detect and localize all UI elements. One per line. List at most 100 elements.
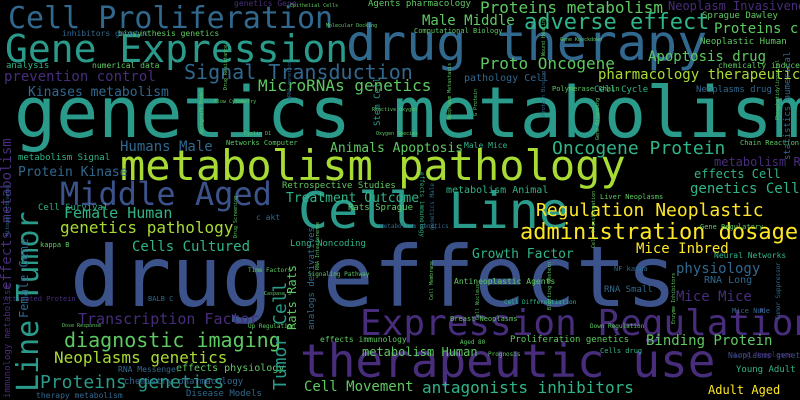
word-signal-transduction: Signal Transduction <box>184 60 413 84</box>
word-oxygen-species: Oxygen Species <box>376 131 419 137</box>
word-adult-aged: Adult Aged <box>708 383 781 397</box>
word-rats-sprague: Rats Sprague <box>348 203 414 213</box>
word-cells-cultured: Cells Cultured <box>132 239 251 255</box>
word-phosphatidylinositol: Phosphatidylinositol <box>775 59 781 120</box>
word-metabolism-human: metabolism Human <box>362 345 478 359</box>
word-c-akt: c akt <box>256 213 281 222</box>
word-prevention-control: prevention control <box>4 69 156 85</box>
word-proto-oncogene: Proto Oncogene <box>480 54 615 73</box>
word-chemistry-pharmacology: chemistry pharmacology <box>124 377 244 387</box>
word-male-mice: Male Mice <box>464 141 508 150</box>
word-rna-long: RNA Long <box>704 275 753 286</box>
word-stem-cell: Stem Cell <box>373 77 383 126</box>
word-rats-rats: Rats Rats <box>285 264 299 330</box>
word-g-protein: G Protein <box>473 88 479 116</box>
word-cell-membrane: Cell Membrane <box>429 260 435 300</box>
word-antagonists-inhibitors: antagonists inhibitors <box>422 378 634 397</box>
word-chain-reaction: Chain Reaction <box>740 139 800 147</box>
word-cell-transformation: Cell Transformation <box>591 190 597 248</box>
word-neoplasms-drug: Neoplasms drug <box>696 85 772 95</box>
word-numerical-data: numerical data <box>92 61 160 70</box>
word-rna-interference: RNA Interference <box>315 221 321 270</box>
word-protein-kinase: Protein Kinase <box>18 165 128 180</box>
word-flow-cytometry: Flow Cytometry <box>214 99 257 105</box>
word-drug-resistance: Drug Resistance <box>223 44 229 90</box>
word-liver-neoplasms: Liver Neoplasms <box>600 193 664 201</box>
word-proliferation-genetics: Proliferation genetics <box>510 335 630 345</box>
word-drug-effects: drug effects <box>70 228 677 326</box>
word-oncogene-protein: Oncogene Protein <box>552 138 726 159</box>
word-down-regulation: Down Regulation <box>590 323 645 330</box>
word-dose-response: Dose Response <box>62 323 102 329</box>
word-therapeutic-use: therapeutic use <box>300 334 716 388</box>
word-caspase-3: Caspase 3 <box>264 291 292 297</box>
word-middle-aged: Middle Aged <box>60 175 272 213</box>
word-pathology-cell: pathology Cell <box>464 73 549 84</box>
word-genetics-pathology: genetics pathology <box>60 218 234 237</box>
word-retrospective-studies: Retrospective Studies <box>282 181 396 191</box>
word-drug-therapy: drug therapy <box>346 14 708 72</box>
word-growth-factor: Growth Factor <box>472 247 574 262</box>
word-metabolism-rna: metabolism RNA <box>714 155 800 169</box>
word-kappa-b: kappa B <box>40 241 70 249</box>
word-balb-c: BALB C <box>148 295 174 303</box>
word-neoplasm-metastasis: Neoplasm Metastasis <box>447 62 453 120</box>
word-female-human: Female Human <box>64 204 173 222</box>
word-proteins-c: Proteins c <box>714 21 799 37</box>
word-mitogen-activated: Mitogen Activated <box>5 184 11 236</box>
word-xenograft-model: Xenograft Model <box>199 88 205 134</box>
word-effects-cell: effects Cell <box>694 167 781 181</box>
word-lung-neoplasms: Lung Neoplasms <box>734 351 794 359</box>
word-mice-nude: Mice Nude <box>732 307 770 315</box>
word-regulation-neoplastic: Regulation Neoplastic <box>536 200 764 221</box>
word-disease-models: Disease Models <box>186 389 262 399</box>
word-treatment-outcome: Treatment Outcome <box>286 191 420 206</box>
word-cell-proliferation: Cell Proliferation <box>8 1 334 36</box>
word-cell-cycle: Cell Cycle <box>594 85 649 95</box>
word-long-noncoding: Long Noncoding <box>290 239 366 249</box>
word-male-middle: Male Middle <box>422 13 515 29</box>
word-cells-drug: Cells drug <box>600 347 643 355</box>
word-administration-dosage: administration dosage <box>520 220 799 245</box>
word-pharmacology-therapeutic: pharmacology therapeutic <box>598 67 800 83</box>
word-effects-physiology: effects physiology <box>176 363 285 374</box>
word-young-adult: Young Adult <box>736 365 796 375</box>
word-chemically-induced: chemically induced <box>718 61 800 70</box>
word-blotting-western: Blotting Western <box>547 261 553 310</box>
word-cyclin-d1: Cyclin D1 <box>244 131 272 137</box>
word-kinases-metabolism: Kinases metabolism <box>28 85 169 100</box>
word-up-regulation: Up Regulation <box>248 323 295 330</box>
word-microRNAs-genetics: MicroRNAs genetics <box>258 76 432 95</box>
word-breast-neoplasms: Breast Neoplasms <box>450 315 518 323</box>
word-cell-differentiation: Cell Differentiation <box>504 299 577 306</box>
word-analysis: analysis <box>6 61 50 71</box>
word-genetics-metabolism: genetics metabolism <box>14 72 800 154</box>
word-gene-knockdown: Gene Knockdown <box>560 37 603 43</box>
word-transcription-factor: Transcription Factor <box>78 310 259 328</box>
word-enzyme-inhibitors: Enzyme Inhibitors <box>671 272 677 324</box>
word-time-factors: Time Factors <box>248 267 292 274</box>
word-expression-regulation: Expression Regulation <box>360 303 800 344</box>
word-metabolism-animal: metabolism Animal <box>446 185 549 196</box>
word-humans-male: Humans Male <box>120 139 213 155</box>
word-genetics-gene: genetics Gene <box>234 0 297 8</box>
word-effects-human: effects immunology <box>418 172 425 238</box>
word-rna-small: RNA Small <box>604 285 653 295</box>
word-cell-line: Cell Line <box>298 182 569 240</box>
word-computational-biology: Computational Biology <box>414 27 503 35</box>
word-polymerase-chain: Polymerase Chain <box>552 85 620 93</box>
word-molecular-docking: Molecular Docking <box>326 23 378 29</box>
word-activated-protein: Activated Protein <box>4 295 76 303</box>
word-gene-silencing: Gene Silencing <box>595 97 601 140</box>
word-sprague-dawley: Sprague Dawley <box>702 11 778 21</box>
word-neoplasm-invasiveness: Neoplasm Invasiveness <box>668 0 800 13</box>
word-protein-binding: Protein Binding <box>541 70 547 116</box>
word-cell-movement: Cell Movement <box>304 379 414 395</box>
word-prognosis: Prognosis <box>488 351 521 358</box>
word-neoplastic-human: Neoplastic Human <box>700 37 787 47</box>
word-metabolism-genetics: metabolism genetics <box>380 223 449 230</box>
word-apoptosis-drug: Apoptosis drug <box>648 49 767 65</box>
word-statistics-numerical: statistics numerical <box>783 51 793 160</box>
word-signaling-pathway: Signaling Pathway <box>308 271 370 278</box>
